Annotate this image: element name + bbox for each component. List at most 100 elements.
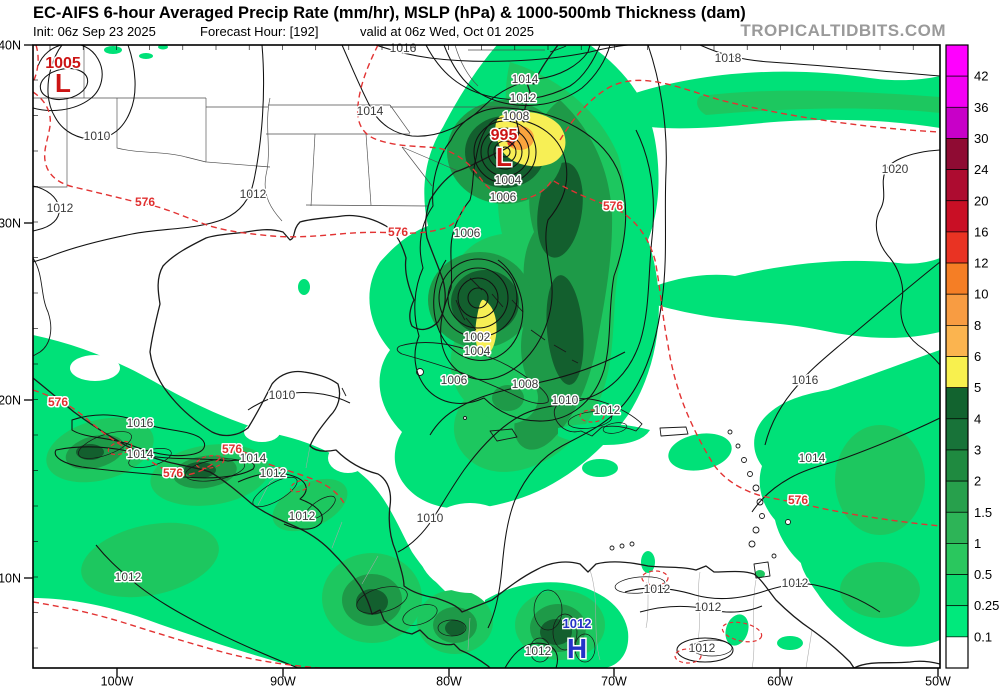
isobar-1020 [875,149,940,366]
lat-tick-label: 30N [0,217,21,231]
colorbar-segment [945,293,969,326]
thickness-label: 576 [388,225,408,239]
state-borders [33,45,813,668]
thickness-576-pacific [33,601,321,668]
isobar-label: 1016 [127,416,154,430]
colorbar-segment [945,418,969,451]
coast-lesser-antilles [463,416,791,579]
isobar-label: 1012 [525,644,552,658]
colorbar-segment [945,262,969,295]
axis-ticks: 40N 30N 20N 10N 100W 90W 80W 70W 60W 50W [0,39,951,689]
precip-band-midright [640,258,940,338]
isobar-label: 1016 [792,373,819,387]
colorbar-segment [945,636,969,669]
dry-pocket-caribbean [418,503,522,593]
colorbar-segment [945,511,969,544]
isobar-label: 1014 [512,72,539,86]
lon-tick-label: 90W [270,675,296,689]
colorbar-segment [945,138,969,170]
colorbar-segment [945,574,969,607]
isobar-label: 1012 [289,509,316,523]
isobar-label: 1012 [782,576,809,590]
isobar-label: 1006 [441,373,468,387]
isobar-label: 1010 [552,393,579,407]
isobar-label: 1008 [512,377,539,391]
low-center-symbol: L [55,68,71,98]
colorbar-outline [945,44,969,669]
high-center-symbol: H [567,633,587,664]
colorbar-label: 4 [974,411,981,426]
colorbar-label: 0.25 [974,598,999,613]
init-time-label: Init: 06z Sep 23 2025 [33,24,156,39]
isobar-label: 1012 [47,201,74,215]
lon-tick-label: 100W [101,675,134,689]
lon-tick-label: 50W [925,675,951,689]
isobar-label: 1002 [464,330,491,344]
thickness-label: 576 [163,466,183,480]
valid-time-label: valid at 06z Wed, Oct 01 2025 [360,24,534,39]
colorbar-label: 3 [974,442,981,457]
colorbar-segment [945,44,969,77]
isobar-label: 1020 [882,162,909,176]
colorbar-label: 5 [974,380,981,395]
colorbar-label: 16 [974,224,988,239]
colorbar-segment [945,231,969,264]
isobar-1010-plains [47,45,136,140]
thickness-label: 576 [135,195,155,209]
colorbar-label: 8 [974,318,981,333]
colorbar-label: 36 [974,100,988,115]
low-center-symbol: L [496,142,512,172]
coastlines [33,45,940,668]
isobar-label: 1018 [715,51,742,65]
low-pressure-value: 995 [491,127,518,144]
isobar-label: 1012 [689,641,716,655]
colorbar-label: 12 [974,256,988,271]
isobar-label: 1004 [464,344,491,358]
isobar-1008-outer [414,107,627,422]
thickness-label: 576 [788,493,808,507]
isobar-contours [33,45,940,668]
isobar-label: 1014 [357,104,384,118]
map-frame [32,44,941,669]
isobar-label: 1014 [799,451,826,465]
isobar-label: 1014 [240,451,267,465]
forecast-hour-label: Forecast Hour: [192] [200,24,319,39]
lat-tick-label: 10N [0,572,21,586]
lon-tick-label: 60W [767,675,793,689]
colorbar-segment [945,106,969,139]
thickness-576-south-us [33,91,466,238]
isobar-label: 1006 [490,190,517,204]
coast-cuba [396,342,549,405]
isobar-label: 1012 [240,187,267,201]
isobar-label: 1010 [84,129,111,143]
colorbar-segment [945,325,969,357]
watermark: TROPICALTIDBITS.COM [740,21,946,40]
colorbar-segment [945,356,969,388]
colorbar-segment [945,169,969,202]
precip-colorbar-legend: 42 36 30 24 20 16 12 10 8 6 5 4 3 2 1.5 1 0.5 0.25 0.1 [945,44,999,669]
isobar-label: 1012 [644,582,671,596]
thickness-576-mexico [33,389,346,506]
coast-puerto-rico [659,426,689,437]
colorbar-segment [945,387,969,420]
thickness-label: 576 [48,395,68,409]
thickness-576-northeast [559,79,940,141]
colorbar-label: 0.1 [974,629,992,644]
colorbar-label: 10 [974,287,988,302]
isobar-labels: 1010 1012 1012 1016 1014 1014 1012 1008 1004 1006… [45,40,910,660]
map-title: EC-AIFS 6-hour Averaged Precip Rate (mm/… [33,4,746,22]
lat-tick-label: 20N [0,394,21,408]
colorbar-label: 24 [974,162,988,177]
isobar-1006-peanut [440,117,568,381]
isobar-label: 1010 [417,511,444,525]
colorbar-label: 42 [974,69,988,84]
isobar-label: 1012 [115,570,142,584]
high-pressure-value: 1012 [563,616,592,631]
low-pressure-value: 1005 [45,55,81,72]
isobar-label: 1006 [454,226,481,240]
isobar-label: 1004 [495,173,522,187]
colorbar-segment [945,605,969,638]
